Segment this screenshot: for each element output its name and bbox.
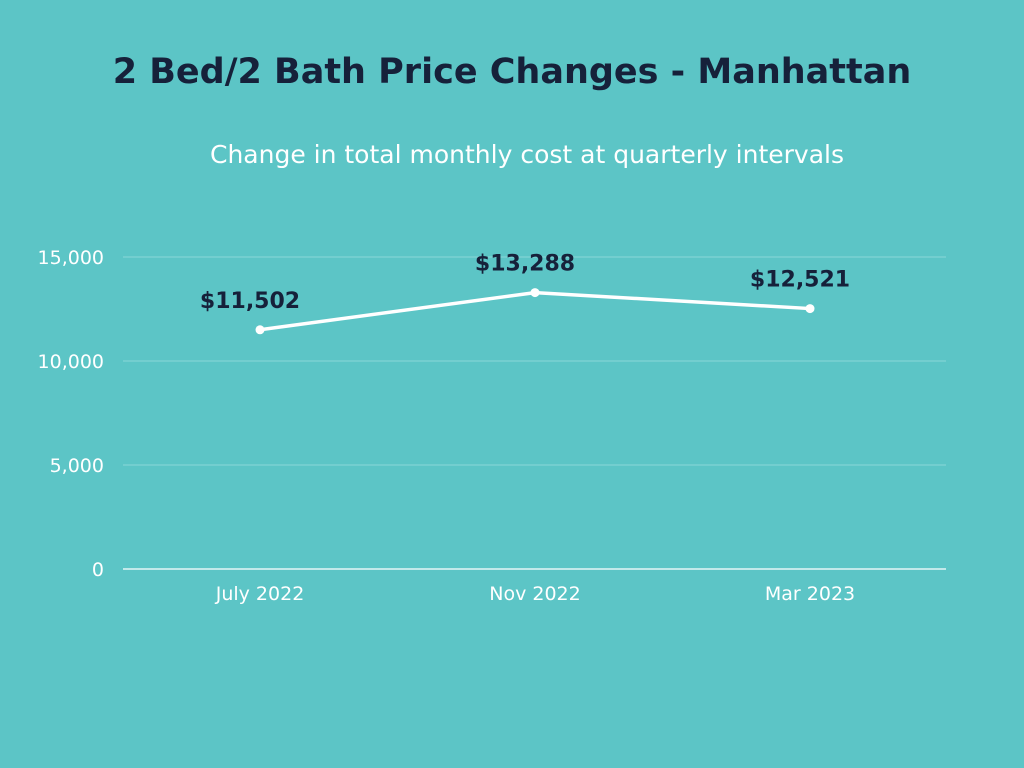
data-point <box>255 325 265 335</box>
chart-subtitle: Change in total monthly cost at quarterl… <box>209 140 845 169</box>
y-tick-label: 5,000 <box>50 455 104 477</box>
y-axis-ticks: 0 5,000 10,000 15,000 <box>38 247 104 581</box>
y-tick-label: 10,000 <box>38 351 104 373</box>
series-line <box>258 290 812 332</box>
x-tick-label: Mar 2023 <box>765 583 855 605</box>
data-point <box>530 288 540 298</box>
data-points <box>255 288 815 335</box>
gridlines <box>123 256 946 570</box>
chart-title: 2 Bed/2 Bath Price Changes - Manhattan <box>112 52 912 92</box>
y-tick-label: 0 <box>92 559 104 581</box>
data-point <box>805 304 815 314</box>
x-tick-label: Nov 2022 <box>489 583 580 605</box>
x-axis-ticks: July 2022 Nov 2022 Mar 2023 <box>215 583 855 605</box>
data-label: $11,502 <box>200 289 300 314</box>
data-labels: $11,502 $13,288 $12,521 <box>200 252 850 314</box>
y-tick-label: 15,000 <box>38 247 104 269</box>
data-label: $12,521 <box>750 268 850 293</box>
data-label: $13,288 <box>475 252 575 277</box>
x-tick-label: July 2022 <box>215 583 305 605</box>
